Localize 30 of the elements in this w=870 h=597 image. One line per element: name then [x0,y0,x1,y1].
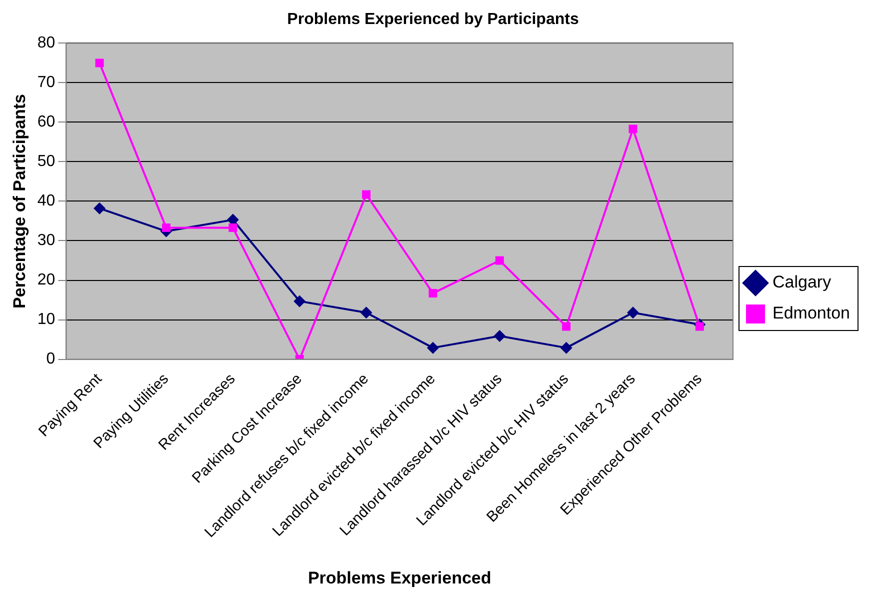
y-tick-label: 60 [37,114,56,131]
point [495,256,504,265]
point [626,306,639,319]
y-tick-label: 50 [37,153,56,170]
legend-label: Edmonton [772,304,850,323]
point [428,289,438,298]
point [228,223,238,232]
y-tick-label: 70 [37,74,56,92]
y-axis-title: Percentage of Participants [10,94,29,308]
point [560,342,572,354]
point [426,342,439,354]
y-tick-label: 10 [37,311,56,328]
y-tick-label: 20 [37,272,56,289]
point [562,322,571,331]
point [95,58,104,68]
point [94,202,106,214]
point [695,322,704,331]
chart-title: Problems Experienced by Participants [287,11,579,28]
point [360,306,372,319]
point [162,223,170,232]
y-tick-label: 0 [46,350,56,368]
x-axis-title: Problems Experienced [308,568,492,588]
y-tick-label: 80 [37,34,56,52]
point [494,330,506,342]
y-tick-label: 40 [37,192,56,210]
point [362,190,371,199]
y-tick-label: 30 [37,232,56,250]
point [628,124,638,134]
point [294,295,306,308]
legend-label: Calgary [772,272,832,292]
